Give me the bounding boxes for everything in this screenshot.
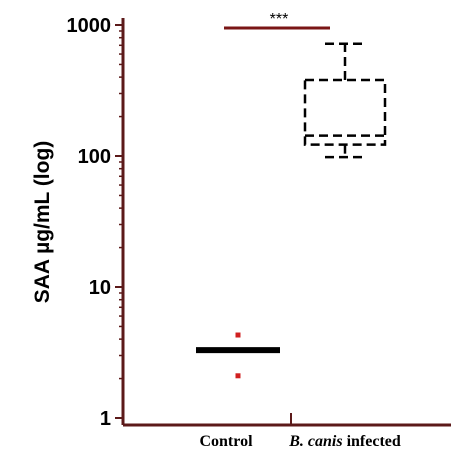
y-tick-label: 1 [100, 408, 111, 430]
y-tick-label: 10 [89, 277, 111, 299]
significance: *** [224, 11, 330, 30]
x-category-label: Control [199, 433, 253, 450]
x-category-label: B. canis infected [288, 433, 401, 450]
x-labels: Control B. canis infected [199, 433, 400, 450]
y-tick-label: 1000 [67, 15, 112, 37]
significance-label: *** [270, 11, 289, 28]
category-suffix: infected [343, 433, 401, 450]
y-ticks: 1 10 100 1000 [67, 15, 123, 430]
chart-marks [196, 42, 387, 379]
infected-box [303, 78, 387, 146]
axes [121, 18, 451, 427]
y-tick-label: 100 [78, 146, 111, 168]
y-axis-title: SAA µg/mL (log) [31, 141, 54, 304]
category-italic-part: B. canis [288, 433, 342, 450]
control-data-point [235, 373, 241, 379]
category-suffix: Control [199, 433, 253, 450]
control-data-point [235, 332, 241, 338]
